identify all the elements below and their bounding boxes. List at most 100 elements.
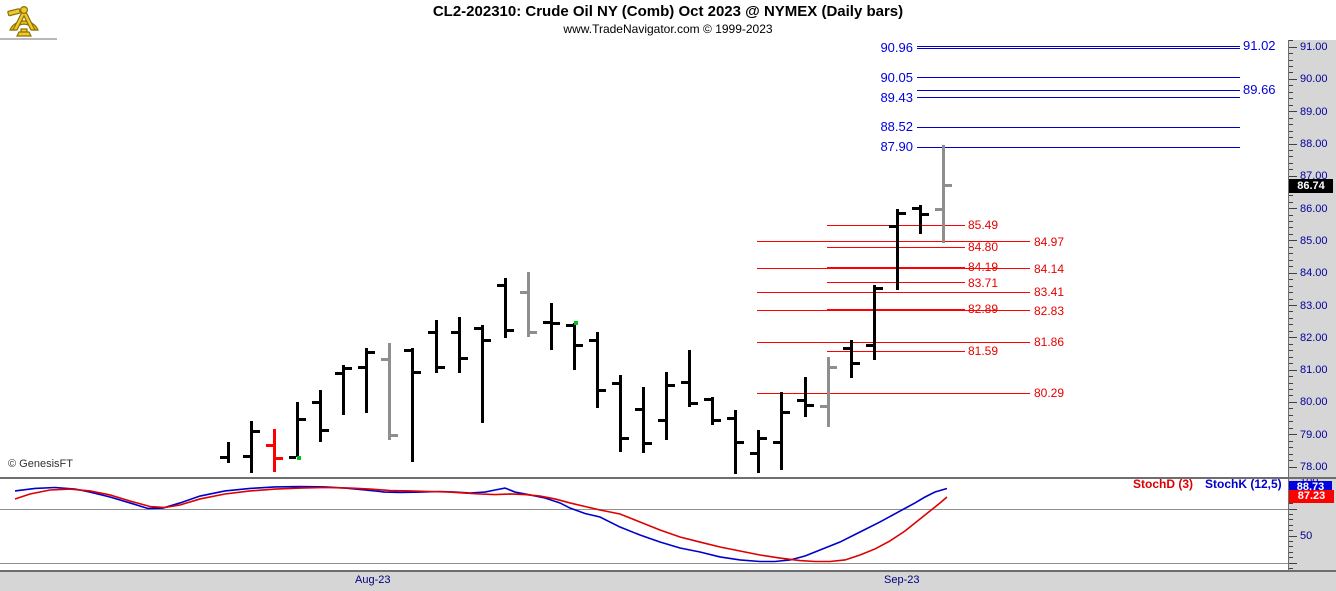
price-axis-tick: [1289, 53, 1293, 55]
date-axis[interactable]: Aug-23 Sep-23: [0, 572, 1336, 591]
price-axis-tick: [1289, 447, 1293, 449]
price-bar-open-tick: [473, 327, 481, 331]
support-level-label[interactable]: 84.14: [1034, 261, 1065, 276]
price-bar-close-tick: [391, 434, 399, 438]
support-level-label[interactable]: 84.19: [968, 260, 999, 275]
price-axis-tick: [1289, 434, 1297, 436]
price-bar-range: [941, 144, 945, 243]
resistance-level-label[interactable]: 89.66: [1243, 82, 1276, 98]
price-bar-range: [227, 442, 230, 464]
support-line[interactable]: [757, 268, 1030, 270]
price-bar-range: [572, 322, 576, 371]
price-bar-open-tick: [658, 418, 666, 422]
support-line[interactable]: [757, 291, 1030, 293]
price-axis-tick: [1289, 137, 1293, 139]
price-axis-label: 85.00: [1300, 234, 1328, 247]
support-level-label[interactable]: 80.29: [1034, 386, 1065, 401]
price-axis-tick: [1289, 143, 1297, 145]
price-axis-tick: [1289, 214, 1293, 216]
price-bar-range: [849, 340, 853, 378]
price-axis-tick: [1289, 85, 1293, 87]
support-level-label[interactable]: 82.89: [968, 302, 999, 317]
genesis-sextant-logo-icon: [7, 5, 39, 37]
resistance-line[interactable]: [917, 146, 1240, 148]
price-bar-range: [757, 429, 761, 474]
price-bar-range: [803, 376, 807, 417]
price-axis-tick: [1289, 298, 1293, 300]
resistance-line[interactable]: [917, 47, 1240, 49]
price-axis-tick: [1289, 221, 1293, 223]
month-label-aug: Aug-23: [355, 574, 391, 586]
price-axis[interactable]: 78.00 79.00 80.00 81.00 82.00 83.00 84.00 85.00…: [1288, 40, 1336, 571]
price-axis-label: 83.00: [1300, 299, 1328, 312]
support-level-label[interactable]: 83.71: [968, 275, 999, 290]
price-axis-tick: [1289, 350, 1293, 352]
stoch-axis-tick: [1289, 519, 1293, 521]
support-level-label[interactable]: 81.86: [1034, 335, 1065, 350]
price-axis-tick: [1289, 246, 1293, 248]
resistance-level-label[interactable]: 87.90: [880, 139, 913, 155]
price-axis-tick: [1289, 104, 1293, 106]
price-bar-range: [480, 324, 484, 424]
price-axis-tick: [1289, 124, 1293, 126]
resistance-level-label[interactable]: 88.52: [880, 119, 913, 135]
price-bar-range: [319, 390, 323, 443]
resistance-line[interactable]: [917, 126, 1240, 128]
price-bar-open-tick: [934, 207, 942, 211]
stoch-axis-tick: [1289, 557, 1293, 559]
support-level-label[interactable]: 81.59: [968, 344, 999, 359]
price-axis-label: 89.00: [1300, 105, 1328, 118]
support-level-label[interactable]: 83.41: [1034, 285, 1065, 300]
stochastic-curves: [14, 485, 948, 563]
price-bar-open-tick: [542, 320, 550, 324]
resistance-level-label[interactable]: 90.96: [880, 40, 913, 56]
price-bar-range: [895, 208, 899, 290]
support-level-label[interactable]: 82.83: [1034, 303, 1065, 318]
stochk-legend-label[interactable]: StochK (12,5): [1205, 477, 1282, 491]
support-line[interactable]: [757, 392, 1030, 394]
bottom-axis-divider: [0, 570, 1336, 572]
price-axis-tick: [1289, 259, 1293, 261]
price-bar-close-tick: [437, 365, 445, 369]
resistance-line[interactable]: [917, 45, 1240, 47]
support-line[interactable]: [757, 241, 1030, 243]
price-bar-open-tick: [773, 441, 781, 445]
support-level-label[interactable]: 84.80: [968, 240, 999, 255]
price-axis-label: 91.00: [1300, 41, 1328, 54]
price-plot-area[interactable]: 91.02 90.96 90.05 89.66 89.43 88.52 87.90 85.49…: [0, 38, 1288, 477]
price-bar-open-tick: [289, 455, 297, 459]
price-bar-open-tick: [519, 290, 527, 294]
stoch-axis-tick: [1289, 530, 1293, 532]
price-axis-tick: [1289, 111, 1297, 113]
resistance-level-label[interactable]: 91.02: [1243, 38, 1276, 54]
price-bar-open-tick: [635, 407, 643, 411]
resistance-line[interactable]: [917, 89, 1240, 91]
price-bar-range: [342, 364, 346, 415]
price-axis-label: 82.00: [1300, 331, 1328, 344]
price-axis-label: 90.00: [1300, 73, 1328, 86]
support-line[interactable]: [757, 310, 1030, 312]
resistance-line[interactable]: [917, 97, 1240, 99]
price-bar-range: [503, 278, 507, 339]
stochastic-panel[interactable]: [0, 479, 1288, 570]
price-axis-tick: [1289, 305, 1297, 306]
price-bar-range: [549, 302, 553, 351]
stochd-legend-label[interactable]: StochD (3): [1133, 477, 1193, 491]
price-bar-open-tick: [727, 416, 735, 420]
support-line[interactable]: [827, 308, 965, 310]
resistance-level-label[interactable]: 90.05: [880, 69, 913, 85]
support-line[interactable]: [757, 341, 1030, 343]
support-level-label[interactable]: 84.97: [1034, 234, 1065, 249]
signal-marker: [297, 455, 302, 460]
price-bar-open-tick: [565, 323, 573, 327]
resistance-line[interactable]: [917, 77, 1240, 79]
resistance-level-label[interactable]: 89.43: [880, 89, 913, 105]
price-bar-range: [826, 356, 830, 427]
price-axis-tick: [1289, 382, 1293, 384]
support-level-label[interactable]: 85.49: [968, 218, 999, 233]
support-line[interactable]: [827, 350, 965, 352]
price-bar-open-tick: [335, 372, 343, 375]
price-bar-close-tick: [737, 441, 745, 445]
stochd-value-badge: 87.23: [1289, 489, 1334, 503]
